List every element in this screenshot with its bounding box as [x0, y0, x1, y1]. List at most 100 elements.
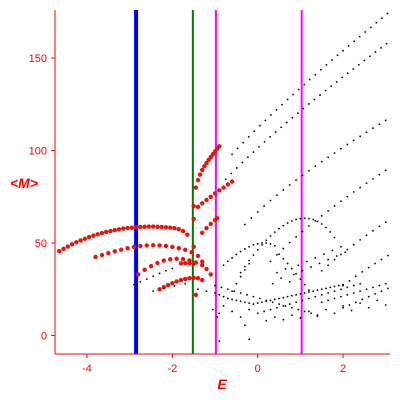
red-data-point: [200, 201, 205, 206]
black-data-point: [308, 297, 310, 300]
y-axis-label: <M>: [10, 175, 38, 191]
red-data-point: [104, 229, 109, 235]
red-data-point: [150, 224, 156, 229]
black-data-point: [231, 290, 234, 293]
black-data-point: [340, 253, 342, 256]
black-data-point: [359, 282, 362, 285]
black-data-point: [239, 250, 242, 253]
black-data-point: [235, 167, 238, 169]
black-data-point: [320, 223, 323, 225]
red-data-point: [125, 246, 130, 251]
black-data-point: [226, 288, 229, 291]
black-data-point: [222, 305, 225, 307]
black-data-point: [282, 224, 285, 227]
red-data-point: [131, 244, 137, 250]
red-data-point: [193, 185, 199, 190]
red-data-point: [221, 185, 226, 190]
black-data-point: [273, 298, 276, 301]
black-data-point: [263, 205, 266, 207]
red-data-point: [214, 216, 220, 221]
black-data-point: [290, 306, 293, 309]
black-data-point: [384, 169, 387, 172]
black-data-point: [361, 270, 364, 273]
black-data-point: [333, 205, 336, 207]
black-data-point: [333, 285, 336, 288]
black-data-point: [265, 242, 268, 244]
black-data-point: [340, 295, 342, 298]
black-data-point: [261, 301, 263, 304]
black-data-point: [367, 306, 370, 309]
black-data-point: [280, 277, 283, 280]
black-data-point: [348, 304, 351, 306]
black-data-point: [333, 297, 336, 300]
black-data-point: [171, 267, 174, 270]
black-data-point: [288, 184, 291, 186]
black-data-point: [333, 152, 336, 154]
red-data-point: [138, 243, 143, 249]
black-data-point: [357, 63, 360, 66]
red-data-point: [176, 226, 181, 232]
reference-lines: [134, 10, 303, 354]
black-data-point: [308, 103, 310, 105]
black-data-point: [333, 236, 336, 239]
black-data-point: [246, 293, 248, 296]
black-data-point: [282, 189, 285, 191]
black-data-point: [336, 54, 339, 57]
black-data-point: [352, 284, 355, 287]
black-data-point: [378, 225, 381, 228]
red-data-point: [148, 263, 154, 269]
red-data-point: [174, 256, 179, 261]
black-data-point: [241, 161, 244, 164]
black-data-point: [247, 135, 250, 138]
black-data-point: [218, 340, 221, 342]
black-data-point: [340, 288, 342, 291]
black-data-point: [330, 85, 333, 88]
red-data-point: [163, 243, 169, 249]
black-data-point: [278, 227, 280, 230]
black-data-point: [347, 44, 350, 47]
black-data-point: [337, 284, 340, 287]
black-data-point: [359, 186, 362, 189]
red-data-point: [82, 236, 88, 241]
red-data-point: [157, 243, 162, 248]
black-data-point: [367, 266, 370, 269]
black-data-point: [303, 283, 306, 286]
black-data-point: [214, 284, 216, 287]
black-data-point: [325, 287, 327, 290]
black-data-point: [276, 306, 278, 309]
red-data-point: [172, 226, 177, 231]
black-data-point: [318, 262, 321, 265]
black-data-point: [274, 131, 277, 133]
black-data-point: [269, 243, 272, 245]
red-data-point: [136, 272, 141, 277]
black-data-point: [244, 324, 246, 327]
black-data-point: [265, 299, 268, 302]
red-data-point: [187, 260, 192, 266]
black-data-point: [354, 301, 357, 304]
y-tick-label: 150: [29, 53, 47, 65]
black-data-point: [333, 290, 336, 293]
black-data-point: [139, 280, 142, 283]
axes: [54, 10, 390, 355]
red-data-point: [225, 182, 231, 187]
black-data-point: [384, 304, 387, 306]
black-data-point: [319, 68, 322, 71]
red-data-point: [57, 248, 62, 254]
red-data-point: [86, 234, 92, 240]
black-data-point: [280, 126, 283, 129]
y-tick-label: 0: [41, 331, 47, 343]
black-data-point: [230, 172, 233, 175]
black-data-point: [308, 289, 310, 292]
black-data-point: [324, 89, 327, 92]
red-data-point: [112, 227, 117, 233]
black-data-point: [312, 290, 315, 293]
black-data-point: [282, 305, 285, 307]
black-data-point: [184, 282, 187, 285]
black-data-point: [359, 302, 362, 305]
black-data-point: [352, 292, 355, 294]
black-data-point: [305, 260, 308, 263]
black-data-point: [365, 234, 368, 237]
red-data-point: [195, 253, 201, 259]
black-data-point: [275, 108, 278, 111]
red-data-point: [193, 292, 199, 298]
